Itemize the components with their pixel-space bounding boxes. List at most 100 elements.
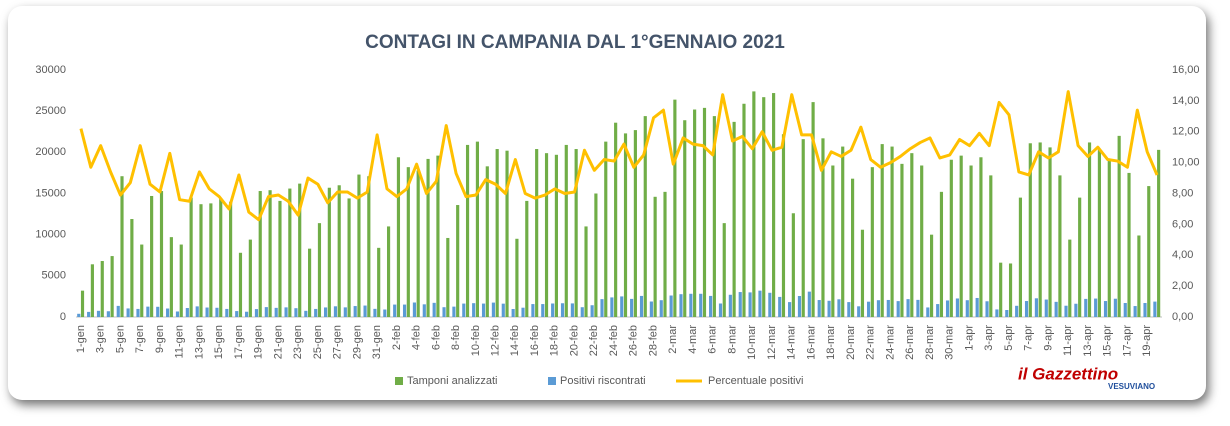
bar <box>1094 298 1098 317</box>
bar <box>1153 301 1157 317</box>
bar <box>209 203 213 317</box>
bar <box>910 153 914 317</box>
x-tick-label: 16-feb <box>529 325 541 356</box>
bar <box>673 99 677 317</box>
bar <box>87 311 91 317</box>
bar <box>337 185 341 317</box>
bar <box>294 308 298 317</box>
bar <box>436 155 440 317</box>
bar <box>238 252 243 317</box>
bar <box>768 292 772 317</box>
y2-tick-label: 0,00 <box>1172 311 1193 323</box>
bar <box>1147 186 1151 317</box>
bar <box>248 239 252 317</box>
bar <box>554 154 558 317</box>
bar <box>254 309 259 317</box>
bar <box>772 93 776 317</box>
bar <box>258 191 262 317</box>
y2-tick-label: 16,00 <box>1172 64 1200 76</box>
bar <box>406 167 410 317</box>
bar <box>159 191 164 317</box>
bar <box>945 300 950 317</box>
bar <box>827 300 831 317</box>
bar <box>1018 197 1023 317</box>
x-tick-label: 30-mar <box>944 325 956 360</box>
y-tick-label: 20000 <box>35 146 66 158</box>
bar <box>511 309 515 317</box>
x-tick-label: 6-feb <box>430 325 442 350</box>
x-tick-label: 2-mar <box>667 325 679 354</box>
bar <box>969 165 973 317</box>
y-tick-label: 25000 <box>35 105 66 117</box>
bar <box>712 116 716 318</box>
x-tick-label: 22-mar <box>865 325 877 360</box>
bar <box>623 133 628 317</box>
bar <box>304 310 308 317</box>
bar <box>979 157 983 317</box>
bar <box>1127 172 1131 317</box>
bar <box>80 290 85 317</box>
y2-tick-label: 2,00 <box>1172 280 1193 292</box>
logo: il Gazzettino <box>1018 364 1118 383</box>
bar <box>949 159 953 317</box>
bar <box>959 155 963 317</box>
bar <box>890 146 894 317</box>
bar <box>462 303 466 317</box>
bar <box>100 261 104 317</box>
bar <box>175 311 180 317</box>
x-tick-label: 25-gen <box>312 325 324 359</box>
bar <box>465 144 470 317</box>
bar <box>353 306 357 317</box>
bar <box>821 138 825 317</box>
x-tick-label: 27-gen <box>332 325 344 359</box>
x-tick-label: 7-gen <box>134 325 146 353</box>
bar <box>446 237 450 317</box>
bar <box>1157 149 1161 317</box>
bar <box>955 298 960 317</box>
bar <box>481 303 486 317</box>
bar <box>584 226 588 317</box>
x-tick-label: 22-feb <box>588 325 600 356</box>
bar <box>278 200 282 317</box>
bar <box>1008 263 1013 317</box>
y2-tick-label: 14,00 <box>1172 95 1200 107</box>
bar <box>1068 239 1072 317</box>
legend-swatch <box>548 377 556 385</box>
bar <box>590 305 594 317</box>
bar <box>929 234 934 317</box>
y-tick-label: 10000 <box>35 229 66 241</box>
x-tick-label: 10-feb <box>470 325 482 356</box>
y-tick-label: 5000 <box>42 270 66 282</box>
bar <box>1117 135 1121 317</box>
bar <box>752 91 756 317</box>
x-tick-label: 11-apr <box>1062 325 1074 356</box>
y-tick-label: 0 <box>60 311 66 323</box>
bar <box>797 296 802 317</box>
bar <box>880 144 884 317</box>
bar <box>452 306 456 317</box>
x-tick-label: 1-gen <box>75 325 87 353</box>
bar <box>663 191 667 317</box>
bar <box>620 296 624 317</box>
bar <box>837 299 841 317</box>
bar <box>274 307 278 317</box>
bar <box>653 196 657 317</box>
bar <box>1097 149 1101 317</box>
x-tick-label: 11-gen <box>174 325 186 358</box>
bar <box>807 291 811 317</box>
bar <box>649 301 653 317</box>
bar <box>1084 298 1088 317</box>
y2-tick-label: 10,00 <box>1172 157 1200 169</box>
x-tick-label: 17-gen <box>233 325 245 359</box>
bar <box>377 247 381 317</box>
bar <box>491 302 495 317</box>
x-tick-label: 26-feb <box>628 325 640 356</box>
bar <box>402 304 407 317</box>
bar <box>140 244 144 317</box>
x-tick-label: 12-mar <box>766 325 778 360</box>
bar <box>811 102 815 317</box>
bar <box>521 307 525 317</box>
bar <box>383 309 387 317</box>
bar <box>841 146 845 317</box>
bar <box>564 144 568 317</box>
